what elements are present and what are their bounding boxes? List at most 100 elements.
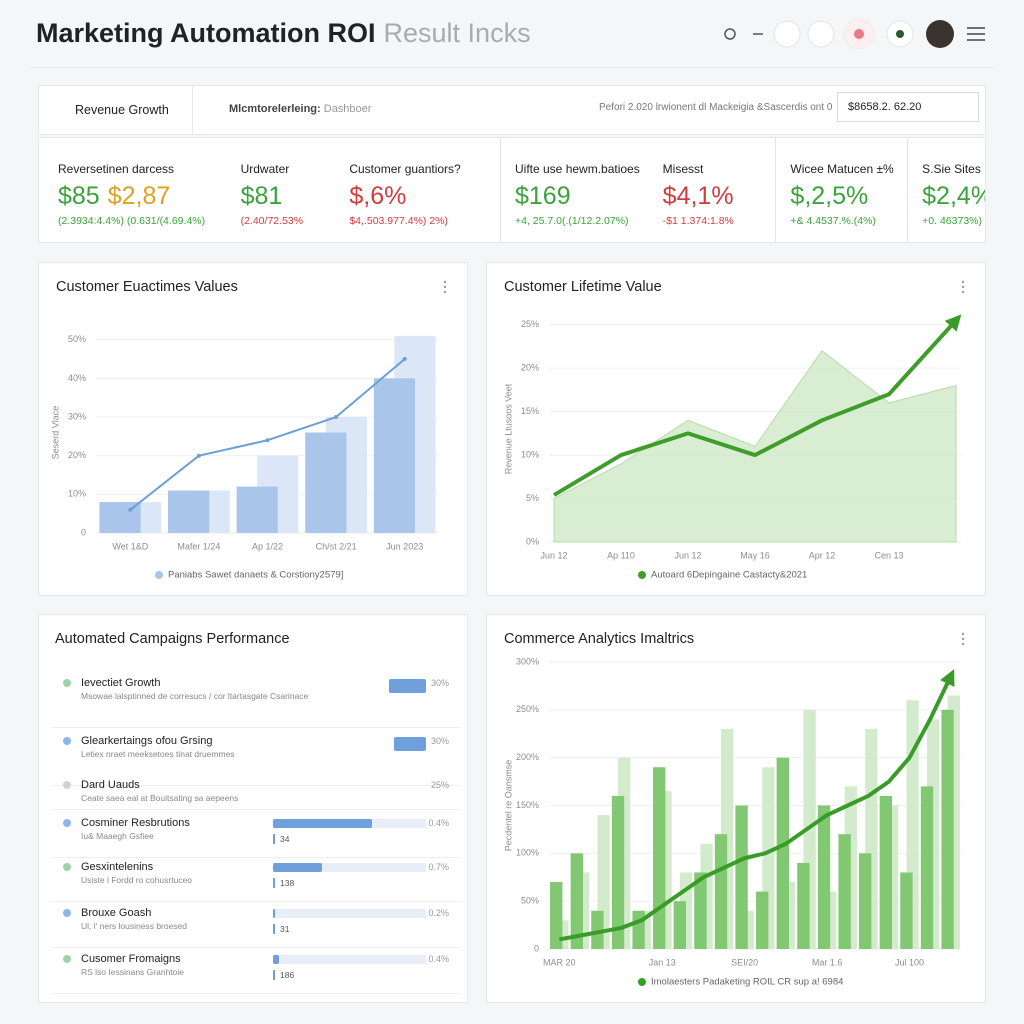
bar bbox=[941, 709, 954, 949]
campaign-value-label: 0.4% bbox=[428, 954, 449, 964]
legend-swatch bbox=[638, 571, 646, 579]
chart-panel: Customer Lifetime Value 0% 5% 10% 15% 20% 25% R… bbox=[486, 262, 986, 596]
x-tick-label: SEI/20 bbox=[731, 957, 758, 967]
x-tick-label: Jun 2023 bbox=[386, 541, 423, 551]
kpi-change: $4,.503.977.4%) 2%) bbox=[349, 215, 448, 227]
status-dot bbox=[63, 955, 71, 963]
x-tick-label: Wet 1&D bbox=[112, 541, 148, 551]
y-axis-label: Revenue Ltusoos Veet bbox=[503, 383, 513, 474]
x-tick-label: Mar 1.6 bbox=[812, 957, 843, 967]
campaign-value-label: 0.2% bbox=[428, 908, 449, 918]
line bbox=[552, 314, 962, 497]
kpi-values: $81 bbox=[241, 182, 350, 211]
header-divider bbox=[30, 67, 994, 68]
header-icons bbox=[724, 18, 985, 50]
breadcrumb-page[interactable]: Dashboer bbox=[323, 103, 372, 115]
x-tick-label: Cen 13 bbox=[874, 550, 903, 560]
bar bbox=[673, 901, 686, 949]
kpi-label: Urdwater bbox=[240, 162, 290, 176]
y-tick-label: 0% bbox=[526, 536, 539, 546]
status-dot bbox=[63, 737, 71, 745]
campaign-name: Glearkertaings ofou Grsing bbox=[81, 735, 213, 747]
x-tick-label: Jun 12 bbox=[540, 550, 567, 560]
y-tick-label: 20% bbox=[68, 450, 86, 460]
campaign-count: 31 bbox=[273, 924, 289, 934]
chart-title: Customer Lifetime Value bbox=[504, 279, 662, 295]
kpi-label: Reversetinen darcess bbox=[58, 162, 175, 176]
bar bbox=[756, 891, 769, 949]
y-tick-label: 10% bbox=[521, 449, 539, 459]
breadcrumb-root[interactable]: Mlcmtorelerleing: bbox=[229, 103, 321, 115]
status-dot bbox=[63, 909, 71, 917]
kpi-card: Customer guantiors? $,6% $4,.503.977.4%) 2… bbox=[349, 138, 500, 242]
bar bbox=[838, 834, 851, 949]
bar bbox=[735, 805, 748, 949]
kpi-card: Urdwater $81 (2.40/72.53% bbox=[241, 138, 350, 242]
kpi-value: $4,1% bbox=[662, 182, 734, 210]
bar bbox=[236, 486, 278, 533]
status-dot bbox=[63, 819, 71, 827]
campaign-row: Cusomer Fromaigns RS lso Iessinans Granht… bbox=[51, 953, 461, 994]
toolbar: Revenue Growth Mlcmtorelerleing: Dashboe… bbox=[38, 85, 986, 135]
campaign-row: Cosminer Resbrutions Iu& Maaegh Gsfiee 0.4… bbox=[51, 817, 461, 858]
legend-swatch bbox=[155, 571, 163, 579]
bar bbox=[168, 490, 210, 533]
kpi-label: Misesst bbox=[662, 162, 704, 176]
kpi-values: $,2,5% bbox=[790, 182, 907, 211]
kpi-strip: Reversetinen darcess $85 $2,87 (2.3934:4.4%… bbox=[38, 137, 986, 243]
dropdown-text: Revenue Growth bbox=[75, 103, 169, 117]
kpi-card: Misesst $4,1% -$1 1.374:1.8% bbox=[663, 138, 776, 242]
settings-icon[interactable] bbox=[807, 20, 835, 48]
search-icon[interactable] bbox=[724, 28, 736, 40]
point bbox=[265, 438, 270, 443]
campaign-description: Letiex nraet meeksetoes tinat druemmes bbox=[81, 749, 235, 759]
kpi-card: Reversetinen darcess $85 $2,87 (2.3934:4.4%… bbox=[58, 138, 241, 242]
campaign-bar bbox=[389, 679, 426, 693]
kpi-label: Customer guantiors? bbox=[349, 162, 461, 176]
avatar[interactable] bbox=[926, 20, 954, 48]
campaign-bar bbox=[273, 955, 280, 964]
title-text: Marketing Automation ROI bbox=[36, 18, 376, 48]
legend-label: Imolaesters Padaketing ROIL CR sup a! 69… bbox=[651, 977, 843, 988]
y-tick-label: 50% bbox=[68, 334, 86, 344]
campaign-bar bbox=[273, 863, 322, 872]
campaign-name: Brouxe Goash bbox=[81, 907, 152, 919]
kpi-value: $2,87 bbox=[107, 182, 171, 210]
x-tick-label: Ap 1/22 bbox=[252, 541, 283, 551]
bar bbox=[570, 853, 583, 949]
campaign-description: RS lso Iessinans Granhtoie bbox=[81, 967, 184, 977]
kpi-values: $85 $2,87 bbox=[58, 182, 241, 211]
bar bbox=[776, 757, 789, 949]
point bbox=[402, 357, 407, 362]
menu-dot bbox=[961, 637, 965, 641]
status-dot bbox=[63, 863, 71, 871]
kpi-card: Wicee Matucen ±% $,2,5% +& 4.4537.%.(4%) bbox=[775, 138, 907, 242]
kpi-card: S.Sie Sites $2,4% +0. 46373%) bbox=[907, 138, 985, 242]
menu-dot bbox=[961, 285, 965, 289]
campaign-name: Cusomer Fromaigns bbox=[81, 953, 181, 965]
bar bbox=[373, 378, 415, 533]
campaign-description: Ul, l' ners lousiness broesed bbox=[81, 921, 188, 931]
kpi-change: +& 4.4537.%.(4%) bbox=[790, 215, 876, 227]
x-tick-label: Jan 13 bbox=[649, 957, 676, 967]
chart-title: Customer Euactimes Values bbox=[56, 279, 238, 295]
kpi-change: +4, 25.7.0(.(1/12.2.07%) bbox=[515, 215, 629, 227]
kpi-value: $,2,5% bbox=[790, 182, 869, 210]
dropdown[interactable]: Revenue Growth bbox=[39, 86, 193, 134]
bar-track bbox=[273, 909, 426, 918]
menu-dot bbox=[961, 280, 965, 284]
select[interactable]: $8658.2. 62.20 bbox=[837, 92, 979, 122]
campaign-name: Gesxintelenins bbox=[81, 861, 154, 873]
y-tick-label: 40% bbox=[68, 373, 86, 383]
campaigns-panel: Automated Campaigns Performance Ievectie… bbox=[38, 614, 468, 1003]
y-tick-label: 200% bbox=[516, 752, 539, 762]
home-icon[interactable] bbox=[773, 20, 801, 48]
y-tick-label: 150% bbox=[516, 800, 539, 810]
campaign-description: Msowae lalsptinned de corresucs / cor lt… bbox=[81, 691, 309, 701]
status-dot bbox=[63, 679, 71, 687]
kpi-value: $2,4% bbox=[922, 182, 985, 210]
point bbox=[128, 507, 133, 512]
panel-title: Automated Campaigns Performance bbox=[55, 631, 290, 647]
chart-panel: Customer Euactimes Values 0 10% 20% 30% 40% 50… bbox=[38, 262, 468, 596]
